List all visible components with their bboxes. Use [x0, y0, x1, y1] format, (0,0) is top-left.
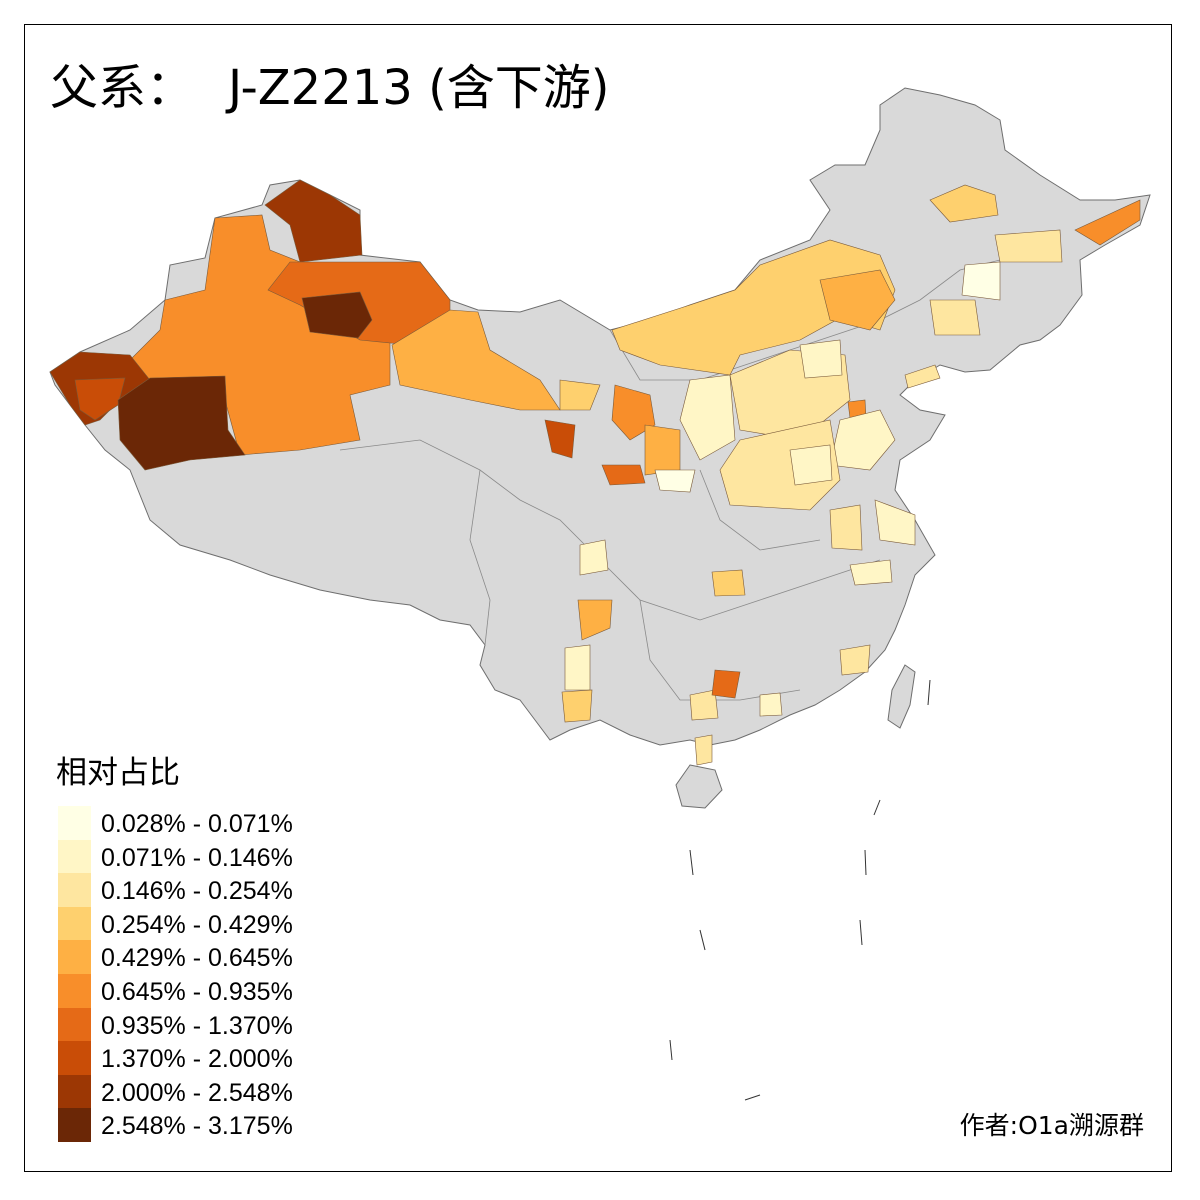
region-hami — [391, 309, 561, 411]
colored-regions — [49, 179, 1141, 766]
region-dalian — [904, 364, 941, 389]
legend-swatch — [58, 1108, 91, 1143]
legend-label: 0.254% - 0.429% — [101, 910, 293, 939]
title-main: J-Z2213 (含下游) — [228, 60, 610, 116]
region-yunnan-s — [561, 689, 593, 723]
title-prefix: 父系： — [50, 60, 195, 116]
region-tianshui — [601, 464, 646, 486]
region-jiangsu — [874, 499, 916, 546]
legend-swatch — [58, 806, 91, 840]
region-beijing — [799, 339, 843, 379]
author-credit: 作者:O1a溯源群 — [959, 1111, 1144, 1140]
region-sichuan-n — [579, 539, 609, 576]
region-ningxia — [611, 384, 656, 441]
region-yunnan-n — [564, 644, 591, 691]
region-sichuan-s — [577, 599, 613, 641]
legend-swatch — [58, 940, 91, 975]
region-kashgar-b — [74, 377, 126, 421]
region-henan — [719, 419, 841, 511]
region-shanxi — [679, 374, 736, 461]
region-guangdong — [759, 692, 783, 717]
legend-swatch — [58, 839, 91, 874]
region-hainan-n — [694, 734, 713, 766]
legend-swatch — [58, 1041, 91, 1076]
region-fujian — [839, 644, 871, 676]
legend-swatch — [58, 873, 91, 908]
region-chifeng — [819, 269, 896, 331]
legend-swatch — [58, 973, 91, 1008]
region-hulunbuir — [929, 184, 999, 223]
region-liaoning — [929, 299, 981, 336]
legend-label: 0.645% - 0.935% — [101, 977, 293, 1006]
legend-label: 1.370% - 2.000% — [101, 1045, 293, 1074]
region-zhengzhou — [789, 444, 833, 486]
legend-label: 2.000% - 2.548% — [101, 1078, 293, 1107]
region-guilin — [711, 669, 741, 699]
legend-swatch — [58, 906, 91, 941]
region-zhejiang — [849, 559, 893, 586]
region-jilin — [994, 229, 1063, 263]
region-heilongjiang-e — [1074, 199, 1141, 246]
region-altay — [264, 179, 363, 263]
legend-label: 0.935% - 1.370% — [101, 1011, 293, 1040]
region-shaanxi — [644, 424, 681, 476]
region-changchun — [961, 261, 1001, 301]
region-inner-mongolia — [611, 239, 896, 376]
legend-label: 2.548% - 3.175% — [101, 1112, 293, 1141]
region-gansu-w — [559, 379, 601, 411]
region-xian — [654, 469, 696, 493]
legend-label: 0.146% - 0.254% — [101, 877, 293, 906]
legend-label: 0.028% - 0.071% — [101, 810, 293, 838]
map-title: 父系： J-Z2213 (含下游) — [50, 58, 610, 118]
region-guangxi — [689, 689, 719, 721]
hainan-island — [675, 764, 723, 809]
region-anhui — [829, 504, 863, 551]
region-gansu-c — [544, 419, 576, 459]
legend-swatch — [58, 1007, 91, 1042]
south-china-sea-islands — [669, 679, 931, 1101]
region-turpan — [301, 291, 373, 339]
legend-swatch — [58, 1074, 91, 1109]
region-chongqing — [711, 569, 746, 597]
legend-label: 0.429% - 0.645% — [101, 944, 293, 973]
legend-title: 相对占比 — [56, 755, 180, 791]
taiwan-island — [887, 664, 916, 729]
legend-label: 0.071% - 0.146% — [101, 843, 293, 872]
region-hotan — [117, 375, 246, 471]
province-borders — [339, 259, 1060, 701]
